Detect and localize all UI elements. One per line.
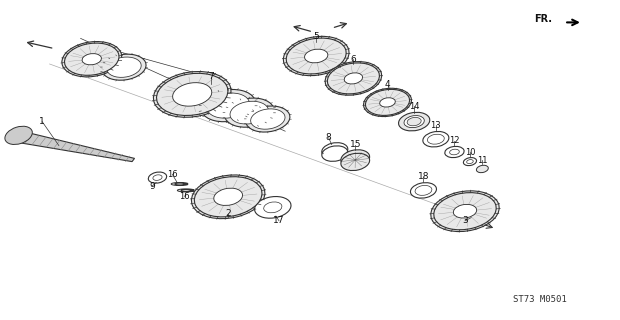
Ellipse shape [286,38,346,74]
Ellipse shape [407,117,421,126]
Ellipse shape [450,149,459,155]
Ellipse shape [201,90,255,122]
Ellipse shape [322,143,348,158]
Polygon shape [11,131,135,162]
Text: 17: 17 [273,216,285,225]
Ellipse shape [365,89,410,116]
Ellipse shape [230,101,268,124]
Ellipse shape [62,42,122,77]
Ellipse shape [423,132,449,147]
Text: 11: 11 [477,156,487,164]
Ellipse shape [255,196,291,218]
Text: 12: 12 [450,136,459,145]
Ellipse shape [363,88,412,116]
Ellipse shape [214,188,242,205]
Ellipse shape [82,53,102,65]
Ellipse shape [463,157,477,166]
Ellipse shape [246,106,290,132]
Text: 7: 7 [208,72,214,81]
Text: 5: 5 [313,32,319,41]
Ellipse shape [283,36,349,76]
Ellipse shape [102,54,146,80]
Text: 13: 13 [430,121,441,130]
Ellipse shape [250,109,285,129]
Polygon shape [177,189,194,192]
Ellipse shape [153,71,231,117]
Text: FR.: FR. [534,14,552,24]
Ellipse shape [322,146,348,161]
Ellipse shape [404,116,424,128]
Ellipse shape [194,177,262,217]
Ellipse shape [224,98,274,127]
Ellipse shape [427,134,445,144]
Ellipse shape [434,193,496,230]
Ellipse shape [344,73,363,84]
Ellipse shape [410,183,436,198]
Ellipse shape [172,83,212,106]
Text: 16: 16 [167,170,178,179]
Ellipse shape [325,61,382,95]
Text: 18: 18 [418,172,429,181]
Text: 8: 8 [326,133,332,142]
Ellipse shape [327,63,379,94]
Ellipse shape [156,73,228,116]
Polygon shape [171,182,188,186]
Ellipse shape [379,98,396,107]
Text: 1: 1 [39,117,45,126]
Text: 2: 2 [225,209,231,218]
Ellipse shape [304,49,328,63]
Ellipse shape [415,185,432,196]
Ellipse shape [431,191,499,232]
Text: 15: 15 [350,140,361,149]
Ellipse shape [5,126,32,144]
Ellipse shape [192,175,265,219]
Ellipse shape [341,153,370,171]
Ellipse shape [467,160,473,164]
Ellipse shape [107,57,141,77]
Ellipse shape [148,172,167,183]
Ellipse shape [153,175,162,180]
Text: 10: 10 [465,148,475,156]
Ellipse shape [341,150,370,167]
Ellipse shape [445,146,464,158]
Ellipse shape [207,93,249,118]
Text: 3: 3 [462,216,468,225]
Text: 6: 6 [350,55,356,64]
Text: 9: 9 [149,182,155,191]
Text: ST73 M0501: ST73 M0501 [513,295,566,304]
Text: 16: 16 [179,192,190,201]
Ellipse shape [64,43,119,75]
Ellipse shape [476,165,489,173]
Text: 4: 4 [384,80,391,89]
Text: 14: 14 [409,102,419,111]
Ellipse shape [264,202,282,213]
Ellipse shape [453,204,477,218]
Ellipse shape [399,112,430,131]
